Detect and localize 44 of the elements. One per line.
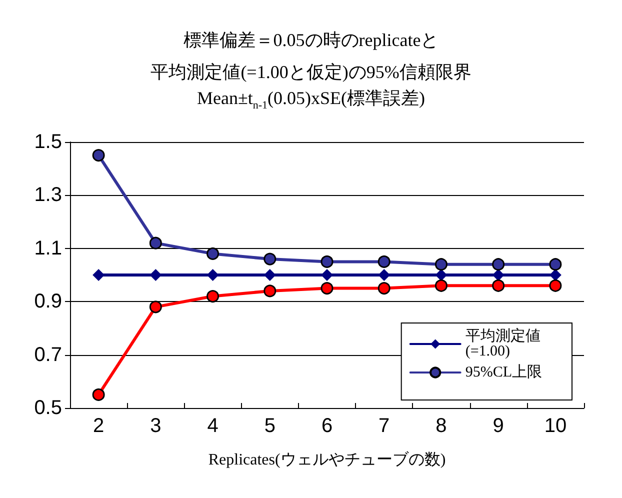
point xyxy=(435,269,448,281)
point xyxy=(206,247,220,260)
point xyxy=(549,279,562,292)
x-tick-label: 6 xyxy=(321,415,333,437)
point xyxy=(320,282,334,295)
point xyxy=(378,255,390,268)
x-tick-label: 5 xyxy=(264,415,276,437)
legend-label: 平均測定値 (=1.00) xyxy=(465,328,540,360)
point xyxy=(206,269,219,281)
x-tick-label: 2 xyxy=(92,415,104,437)
point xyxy=(92,149,105,162)
point xyxy=(264,269,276,281)
x-tick-label: 4 xyxy=(207,415,218,437)
y-tick-label: 1.5 xyxy=(34,131,62,153)
point xyxy=(549,258,562,271)
point xyxy=(492,258,505,271)
point xyxy=(92,388,105,401)
point xyxy=(321,269,333,281)
x-tick-label: 9 xyxy=(492,415,504,437)
point xyxy=(320,255,334,268)
point xyxy=(434,279,448,292)
point xyxy=(206,290,220,303)
x-tick-label: 10 xyxy=(544,415,567,437)
point xyxy=(150,269,162,281)
point xyxy=(149,236,162,250)
y-tick-label: 1.1 xyxy=(34,237,62,260)
chart-title: 標準偏差＝0.05の時のreplicateと xyxy=(183,30,439,50)
point xyxy=(264,252,276,266)
x-tick-label: 8 xyxy=(436,415,447,437)
x-axis-title: Replicates(ウェルやチューブの数) xyxy=(208,450,446,468)
point xyxy=(492,279,505,292)
y-tick-label: 1.3 xyxy=(34,184,62,206)
point xyxy=(378,282,390,295)
point xyxy=(378,269,390,281)
y-tick-label: 0.7 xyxy=(34,344,62,366)
point xyxy=(492,269,504,281)
point xyxy=(434,258,448,271)
point xyxy=(264,284,276,298)
x-tick-label: 7 xyxy=(378,415,390,437)
legend-label: 95%CL上限 xyxy=(465,364,542,380)
point xyxy=(149,300,162,314)
y-tick-label: 0.9 xyxy=(34,290,62,313)
x-tick-label: 3 xyxy=(150,415,162,437)
y-tick-label: 0.5 xyxy=(34,397,62,419)
